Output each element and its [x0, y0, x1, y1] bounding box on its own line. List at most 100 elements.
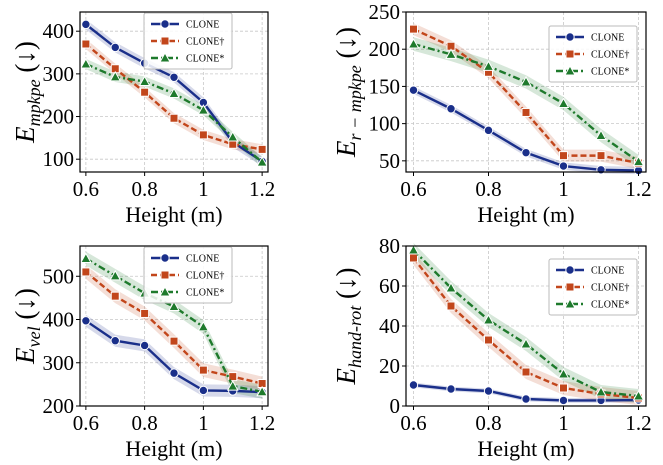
legend-marker [160, 270, 170, 280]
data-point-clone-2 [482, 313, 495, 325]
legend: CLONE CLONE† CLONE* [143, 246, 233, 304]
legend-marker [160, 19, 170, 29]
legend-label: CLONE* [186, 54, 224, 65]
legend-marker [565, 282, 575, 292]
data-point-clone-0 [408, 85, 419, 95]
data-point-clone-1 [110, 291, 120, 301]
chart-panel-r-mpkpe: 0.6 0.8 1 1.2 50 100 150 200 250 Height (m) Er − m… [331, 0, 652, 227]
y-tick-label: 100 [43, 147, 75, 171]
y-tick-label: 200 [369, 37, 401, 61]
legend-label: CLONE* [591, 300, 629, 311]
confidence-band-clone-2 [85, 58, 263, 168]
data-point-clone-1 [559, 151, 568, 161]
data-point-clone-2 [407, 243, 420, 255]
data-point-clone-1 [198, 130, 208, 140]
legend-marker [159, 285, 171, 297]
data-point-clone-2 [445, 281, 457, 293]
data-point-clone-2 [138, 75, 151, 87]
data-point-clone-2 [80, 58, 92, 69]
data-point-clone-2 [168, 300, 180, 312]
legend-marker [160, 36, 170, 46]
data-point-clone-0 [446, 384, 456, 394]
legend-label: CLONE [591, 33, 624, 44]
data-point-clone-2 [168, 87, 180, 98]
confidence-band-clone-1 [85, 38, 263, 155]
data-point-clone-2 [197, 320, 210, 332]
x-tick-label: 0.6 [73, 177, 99, 201]
legend-label: CLONE† [591, 283, 629, 294]
data-point-clone-2 [482, 60, 495, 71]
data-point-clone-0 [558, 395, 569, 406]
legend-marker [159, 51, 171, 63]
x-tick-label: 1 [558, 411, 569, 435]
data-point-clone-2 [226, 130, 239, 142]
data-point-clone-0 [198, 385, 209, 396]
x-tick-label: 1 [558, 177, 569, 201]
plot-frame [79, 245, 269, 407]
data-point-clone-1 [140, 308, 150, 318]
confidence-band-clone-2 [85, 251, 263, 399]
data-point-clone-0 [110, 336, 120, 346]
chart-panel-hand-rot: 0.6 0.8 1 1.2 0 20 40 60 80 Height (m) Ehand-rot (… [331, 234, 652, 461]
data-point-clone-0 [483, 125, 494, 136]
data-point-clone-2 [557, 367, 570, 379]
y-tick-label: 40 [379, 314, 400, 338]
data-point-clone-2 [197, 104, 210, 115]
plot-frame [405, 11, 647, 173]
legend: CLONE CLONE† CLONE* [143, 12, 233, 70]
x-tick-label: 0.8 [475, 411, 501, 435]
data-point-clone-1 [169, 336, 179, 346]
y-tick-label: 300 [43, 62, 75, 86]
chart-panel-mpkpe: 0.6 0.8 1 1.2 100 200 300 400 Height (m) Empkpe (… [10, 11, 275, 227]
legend-label: CLONE [186, 254, 219, 265]
x-tick-label: 1.2 [625, 177, 651, 201]
data-point-clone-1 [409, 24, 418, 34]
data-point-clone-2 [109, 269, 122, 281]
data-point-clone-2 [226, 380, 239, 391]
x-tick-label: 1.2 [249, 411, 275, 435]
data-point-clone-1 [81, 39, 91, 49]
legend-marker [565, 49, 575, 59]
x-tick-label: 1.2 [625, 411, 651, 435]
data-point-clone-1 [257, 144, 267, 154]
y-axis-label: Er − mpkpe (↓) [331, 27, 365, 158]
y-tick-label: 300 [43, 351, 75, 375]
data-point-clone-1 [446, 301, 456, 311]
legend-marker [564, 297, 576, 309]
data-point-clone-2 [520, 75, 532, 87]
confidence-band-clone-2 [413, 37, 639, 169]
y-tick-label: 500 [43, 264, 75, 288]
legend: CLONE CLONE† CLONE* [548, 25, 638, 83]
data-point-clone-2 [445, 48, 457, 59]
plot-frame [79, 11, 269, 173]
data-point-clone-0 [483, 386, 494, 396]
legend-label: CLONE* [186, 288, 224, 299]
legend-marker [160, 253, 170, 263]
data-point-clone-2 [595, 129, 607, 141]
data-point-clone-0 [110, 42, 120, 53]
legend-marker [564, 64, 576, 76]
data-point-clone-1 [140, 87, 150, 97]
legend-marker [565, 265, 575, 275]
x-tick-label: 0.8 [132, 177, 158, 201]
y-tick-label: 20 [379, 354, 400, 378]
data-point-clone-2 [109, 70, 122, 82]
data-point-clone-1 [521, 367, 531, 377]
y-axis-label: Empkpe (↓) [10, 41, 44, 144]
x-tick-label: 0.8 [475, 177, 501, 201]
x-tick-label: 1 [198, 411, 209, 435]
data-point-clone-1 [169, 113, 179, 123]
y-tick-label: 60 [379, 274, 400, 298]
data-point-clone-2 [520, 337, 532, 349]
data-point-clone-2 [557, 97, 570, 109]
x-tick-label: 0.6 [73, 411, 99, 435]
chart-panel-vel: 0.6 0.8 1 1.2 200 300 400 500 Height (m) Evel (↓)… [10, 245, 275, 461]
legend-marker [565, 32, 575, 42]
data-point-clone-1 [521, 107, 531, 117]
y-tick-label: 400 [43, 308, 75, 332]
confidence-band-clone-0 [85, 314, 263, 399]
legend-label: CLONE† [186, 271, 224, 282]
y-tick-label: 100 [369, 112, 401, 136]
legend-label: CLONE [591, 266, 624, 277]
data-point-clone-0 [521, 147, 531, 158]
